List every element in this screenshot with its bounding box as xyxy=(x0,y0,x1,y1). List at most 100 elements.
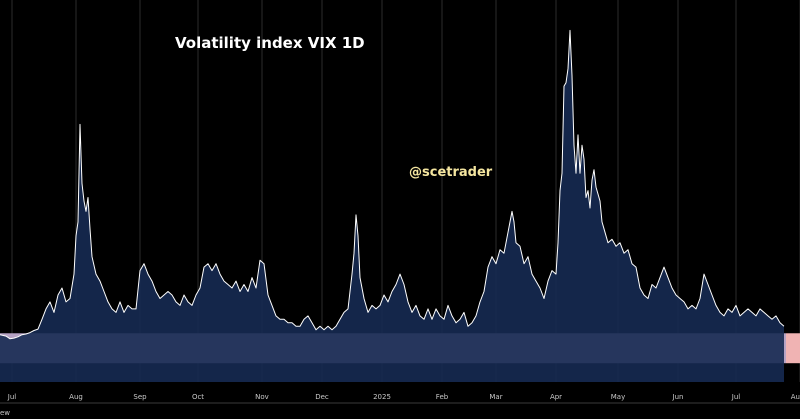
data-point-48 xyxy=(175,301,176,302)
data-point-103 xyxy=(387,301,388,302)
data-point-121 xyxy=(459,319,460,320)
data-point-118 xyxy=(447,305,448,306)
data-point-196 xyxy=(707,284,708,285)
data-point-51 xyxy=(187,301,188,302)
data-point-38 xyxy=(135,308,136,309)
data-point-72 xyxy=(271,305,272,306)
data-point-21 xyxy=(79,124,80,125)
data-point-173 xyxy=(615,246,616,247)
x-tick-label-10: May xyxy=(611,393,625,401)
data-point-18 xyxy=(73,274,74,275)
data-point-191 xyxy=(687,308,688,309)
data-point-193 xyxy=(695,308,696,309)
data-point-188 xyxy=(675,294,676,295)
x-tick-label-8: Mar xyxy=(489,393,502,401)
data-point-68 xyxy=(255,287,256,288)
data-point-178 xyxy=(635,267,636,268)
data-point-207 xyxy=(751,312,752,313)
data-point-97 xyxy=(363,298,364,299)
chart-title: Volatility index VIX 1D xyxy=(175,34,365,52)
data-point-87 xyxy=(331,329,332,330)
data-point-88 xyxy=(335,326,336,327)
data-point-93 xyxy=(353,253,354,254)
data-point-22 xyxy=(81,183,82,184)
data-point-211 xyxy=(767,315,768,316)
x-tick-label-6: 2025 xyxy=(373,393,391,401)
data-point-150 xyxy=(563,86,564,87)
data-point-140 xyxy=(531,274,532,275)
data-point-9 xyxy=(37,329,38,330)
data-point-137 xyxy=(519,246,520,247)
data-point-151 xyxy=(565,82,566,83)
data-point-113 xyxy=(427,308,428,309)
data-point-95 xyxy=(357,235,358,236)
data-point-89 xyxy=(339,319,340,320)
data-point-182 xyxy=(651,284,652,285)
data-point-206 xyxy=(747,308,748,309)
data-point-114 xyxy=(431,319,432,320)
data-point-104 xyxy=(391,291,392,292)
x-tick-label-1: Aug xyxy=(69,393,83,401)
data-point-84 xyxy=(319,326,320,327)
data-point-24 xyxy=(85,211,86,212)
data-point-184 xyxy=(659,277,660,278)
data-point-54 xyxy=(199,287,200,288)
data-point-73 xyxy=(275,315,276,316)
data-point-99 xyxy=(371,305,372,306)
data-point-29 xyxy=(99,281,100,282)
highlight-band-edge xyxy=(786,333,800,364)
x-axis-strip xyxy=(0,382,800,419)
data-point-123 xyxy=(467,326,468,327)
data-point-71 xyxy=(267,294,268,295)
data-point-86 xyxy=(327,326,328,327)
data-point-61 xyxy=(227,284,228,285)
data-point-11 xyxy=(45,308,46,309)
data-point-66 xyxy=(247,291,248,292)
data-point-13 xyxy=(53,312,54,313)
data-point-187 xyxy=(671,287,672,288)
data-point-17 xyxy=(69,298,70,299)
data-point-161 xyxy=(585,197,586,198)
x-tick-label-13: Au xyxy=(791,393,800,401)
data-point-153 xyxy=(569,30,570,31)
data-point-165 xyxy=(593,169,594,170)
data-point-212 xyxy=(771,319,772,320)
data-point-175 xyxy=(623,253,624,254)
data-point-136 xyxy=(515,242,516,243)
data-point-167 xyxy=(597,193,598,194)
x-tick-label-7: Feb xyxy=(436,393,449,401)
data-point-185 xyxy=(663,267,664,268)
data-point-76 xyxy=(287,322,288,323)
data-point-14 xyxy=(57,294,58,295)
data-point-53 xyxy=(195,294,196,295)
data-point-28 xyxy=(95,274,96,275)
data-point-39 xyxy=(139,270,140,271)
x-tick-label-2: Sep xyxy=(133,393,147,401)
x-tick-label-3: Oct xyxy=(192,393,204,401)
data-point-30 xyxy=(103,291,104,292)
data-point-134 xyxy=(511,211,512,212)
data-point-78 xyxy=(295,326,296,327)
data-point-19 xyxy=(75,235,76,236)
data-point-109 xyxy=(411,312,412,313)
data-point-34 xyxy=(119,301,120,302)
data-point-79 xyxy=(299,326,300,327)
data-point-157 xyxy=(577,134,578,135)
data-point-15 xyxy=(61,287,62,288)
data-point-115 xyxy=(435,308,436,309)
data-point-100 xyxy=(375,308,376,309)
data-point-146 xyxy=(555,274,556,275)
data-point-138 xyxy=(523,263,524,264)
data-point-106 xyxy=(399,274,400,275)
data-point-3 xyxy=(13,338,14,339)
data-point-16 xyxy=(65,301,66,302)
data-point-198 xyxy=(715,305,716,306)
data-point-209 xyxy=(759,308,760,309)
data-point-144 xyxy=(547,281,548,282)
data-point-12 xyxy=(49,301,50,302)
series-area-fill xyxy=(0,30,784,383)
data-point-47 xyxy=(171,294,172,295)
data-point-127 xyxy=(483,291,484,292)
data-point-204 xyxy=(739,315,740,316)
